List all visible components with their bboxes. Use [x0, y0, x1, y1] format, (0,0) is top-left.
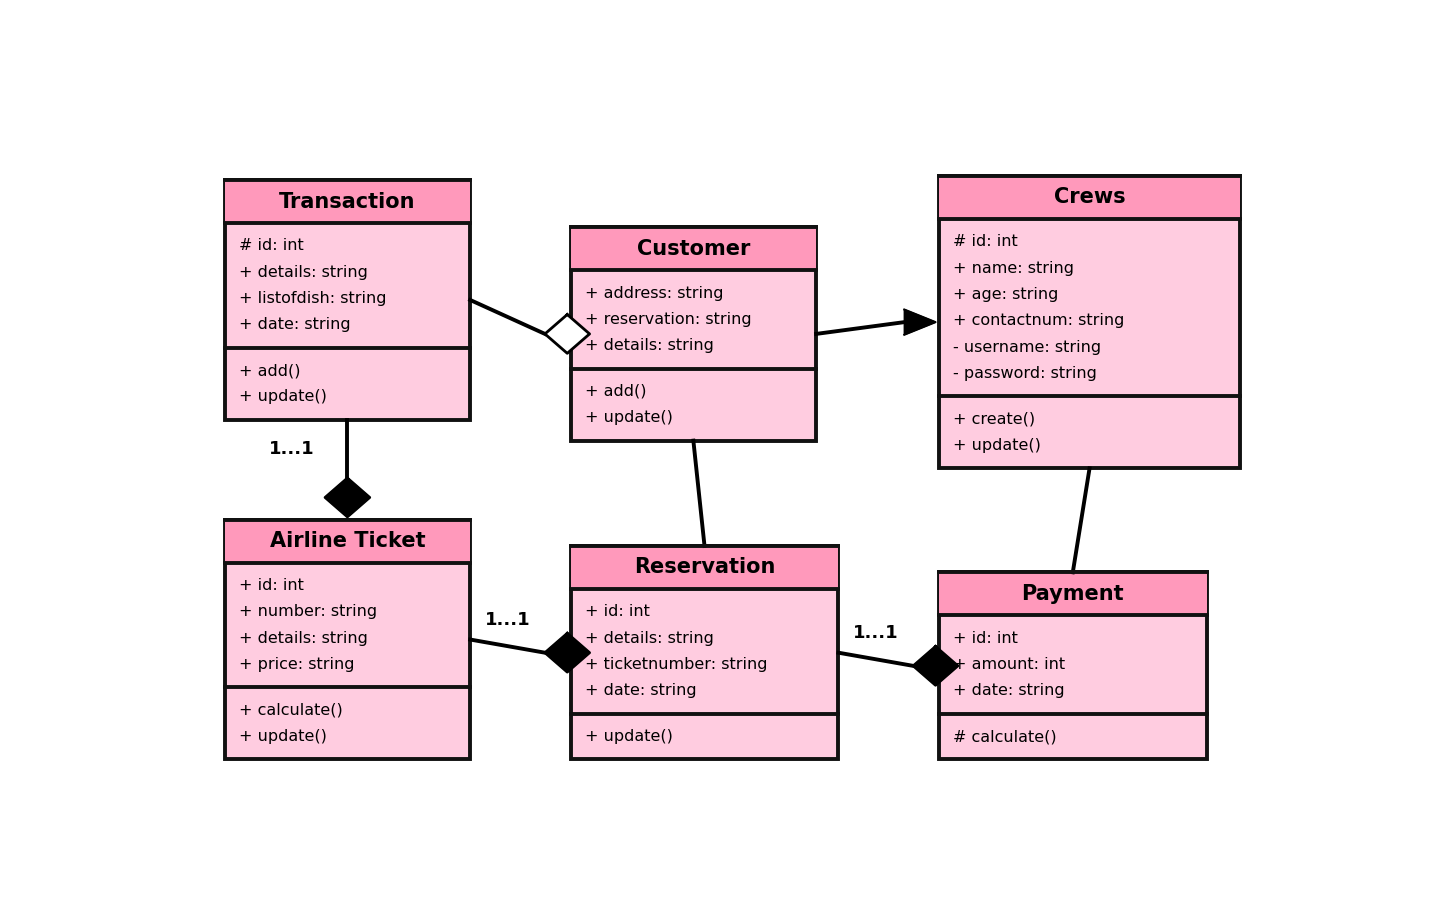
Text: # id: int: # id: int — [239, 238, 304, 254]
Text: + calculate(): + calculate() — [239, 703, 343, 717]
Text: + update(): + update() — [585, 729, 672, 744]
Text: + age: string: + age: string — [953, 287, 1058, 302]
Text: + update(): + update() — [239, 729, 327, 744]
Text: 1...1: 1...1 — [485, 611, 530, 629]
Bar — [939, 176, 1240, 219]
Text: + id: int: + id: int — [239, 578, 304, 593]
Text: + date: string: + date: string — [239, 318, 351, 332]
Text: # calculate(): # calculate() — [953, 729, 1057, 744]
Text: + id: int: + id: int — [585, 604, 649, 619]
Text: + add(): + add() — [585, 384, 647, 399]
Polygon shape — [544, 634, 589, 672]
Text: + price: string: + price: string — [239, 657, 354, 672]
Text: + ticketnumber: string: + ticketnumber: string — [585, 657, 768, 672]
Polygon shape — [544, 314, 589, 354]
Bar — [225, 519, 469, 760]
Text: + update(): + update() — [585, 410, 672, 426]
Text: Transaction: Transaction — [279, 192, 416, 211]
Text: + update(): + update() — [953, 438, 1041, 453]
Text: + details: string: + details: string — [585, 338, 714, 353]
Text: + address: string: + address: string — [585, 285, 724, 301]
Text: + amount: int: + amount: int — [953, 657, 1066, 672]
Bar — [939, 572, 1207, 616]
Bar — [939, 176, 1240, 468]
Text: Airline Ticket: Airline Ticket — [269, 531, 425, 551]
Text: Reservation: Reservation — [634, 557, 775, 578]
Text: + reservation: string: + reservation: string — [585, 312, 752, 327]
Text: Payment: Payment — [1021, 584, 1125, 604]
Text: + create(): + create() — [953, 411, 1035, 427]
Polygon shape — [904, 310, 936, 335]
Text: - username: string: - username: string — [953, 339, 1102, 355]
Text: 1...1: 1...1 — [852, 625, 899, 643]
Text: + date: string: + date: string — [953, 683, 1066, 698]
Bar — [570, 227, 816, 270]
Bar — [225, 519, 469, 562]
Text: + contactnum: string: + contactnum: string — [953, 313, 1125, 328]
Text: + details: string: + details: string — [585, 631, 714, 645]
Text: - password: string: - password: string — [953, 366, 1097, 381]
Bar — [225, 180, 469, 223]
Text: # id: int: # id: int — [953, 234, 1018, 249]
Bar — [570, 227, 816, 441]
Text: + number: string: + number: string — [239, 604, 377, 619]
Text: + details: string: + details: string — [239, 265, 369, 280]
Polygon shape — [913, 646, 958, 685]
Text: Crews: Crews — [1054, 187, 1125, 207]
Polygon shape — [325, 478, 370, 517]
Bar — [225, 180, 469, 419]
Text: + add(): + add() — [239, 363, 301, 378]
Text: + date: string: + date: string — [585, 683, 697, 698]
Text: + update(): + update() — [239, 390, 327, 404]
Bar — [939, 572, 1207, 760]
Text: 1...1: 1...1 — [269, 440, 314, 458]
Bar — [570, 546, 838, 760]
Text: + name: string: + name: string — [953, 261, 1074, 275]
Text: + listofdish: string: + listofdish: string — [239, 291, 387, 306]
Text: + details: string: + details: string — [239, 631, 369, 645]
Text: Customer: Customer — [636, 238, 750, 258]
Text: + id: int: + id: int — [953, 631, 1018, 645]
Bar — [570, 546, 838, 589]
